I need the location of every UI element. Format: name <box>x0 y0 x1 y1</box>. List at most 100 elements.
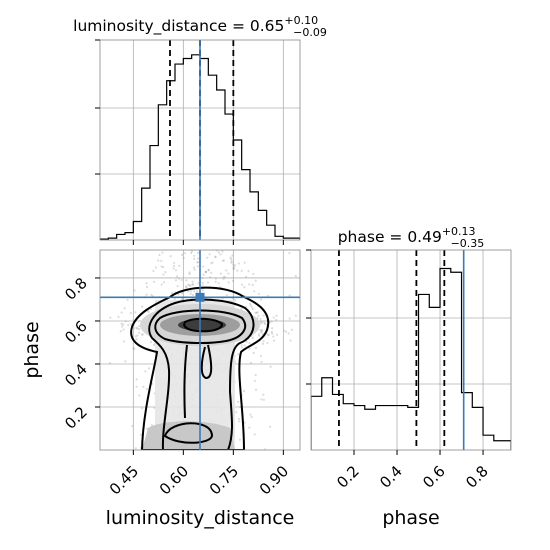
scatter-point <box>254 346 258 349</box>
scatter-point <box>251 336 255 340</box>
scatter-point <box>147 310 150 313</box>
scatter-point <box>141 333 144 337</box>
scatter-point <box>288 294 291 297</box>
axes-frame <box>99 39 301 241</box>
scatter-point <box>266 333 269 336</box>
scatter-point <box>259 322 263 325</box>
scatter-point <box>120 311 123 314</box>
scatter-point <box>266 294 270 297</box>
scatter-point <box>221 259 224 262</box>
x-tick-label: 0.60 <box>156 462 192 498</box>
scatter-point <box>154 266 157 269</box>
scatter-point <box>195 290 199 293</box>
x-tick-label: 0.90 <box>256 462 292 498</box>
scatter-point <box>269 425 272 428</box>
scatter-point <box>254 373 257 377</box>
scatter-point <box>192 266 196 269</box>
title-phase: phase = 0.49+0.13 −0.35 <box>338 225 485 250</box>
scatter-point <box>123 340 126 343</box>
y-axis-label-phase: phase <box>21 321 43 378</box>
scatter-point <box>210 271 213 274</box>
scatter-point <box>162 266 165 269</box>
scatter-point <box>161 251 164 254</box>
scatter-point <box>232 265 236 268</box>
scatter-point <box>208 253 211 256</box>
scatter-point <box>201 281 204 285</box>
scatter-point <box>173 297 176 300</box>
scatter-point <box>196 265 199 268</box>
scatter-point <box>193 257 196 260</box>
scatter-point <box>206 256 209 259</box>
scatter-point <box>204 270 207 274</box>
scatter-point <box>257 292 260 295</box>
scatter-point <box>254 388 258 391</box>
scatter-point <box>201 284 204 287</box>
scatter-point <box>210 262 213 265</box>
scatter-point <box>160 283 163 286</box>
scatter-point <box>252 272 255 276</box>
scatter-point <box>270 330 273 334</box>
title-main: luminosity_distance = 0.65 <box>73 17 284 36</box>
scatter-point <box>270 320 273 323</box>
scatter-point <box>184 285 188 288</box>
scatter-point <box>133 347 136 351</box>
scatter-point <box>134 335 137 338</box>
x-tick-label: 0.8 <box>462 462 492 492</box>
title-sub: −0.35 <box>451 237 485 250</box>
scatter-point <box>149 341 153 344</box>
scatter-point <box>250 416 253 419</box>
scatter-point <box>177 293 180 296</box>
scatter-point <box>285 330 288 333</box>
scatter-point <box>135 385 138 388</box>
scatter-point <box>188 271 191 274</box>
scatter-point <box>129 323 132 326</box>
scatter-point <box>260 360 263 364</box>
scatter-point <box>275 318 278 322</box>
scatter-point <box>238 438 241 441</box>
scatter-point <box>262 393 265 396</box>
scatter-point <box>272 316 275 319</box>
scatter-point <box>189 292 192 296</box>
scatter-point <box>191 283 195 286</box>
scatter-point <box>183 252 187 255</box>
scatter-point <box>191 280 194 283</box>
scatter-point <box>134 311 137 314</box>
scatter-point <box>251 308 255 311</box>
scatter-point <box>249 302 252 305</box>
scatter-point <box>141 332 144 336</box>
scatter-point <box>248 426 251 429</box>
scatter-point <box>188 272 191 276</box>
grid-lines <box>311 250 511 450</box>
scatter-point <box>243 421 246 424</box>
scatter-point <box>231 254 234 257</box>
scatter-point <box>250 306 254 309</box>
scatter-point <box>206 281 210 284</box>
scatter-point <box>191 293 195 297</box>
x-axis-label-luminosity-distance: luminosity_distance <box>106 507 295 529</box>
scatter-point <box>253 290 256 293</box>
scatter-point <box>136 327 139 330</box>
scatter-point <box>177 277 180 280</box>
scatter-point <box>260 330 264 333</box>
scatter-point <box>260 398 263 401</box>
scatter-point <box>263 448 267 450</box>
scatter-point <box>162 281 166 284</box>
scatter-point <box>207 268 210 271</box>
scatter-point <box>145 293 148 296</box>
scatter-point <box>214 255 217 258</box>
scatter-point <box>271 327 274 330</box>
scatter-point <box>124 360 127 363</box>
scatter-point <box>152 269 155 273</box>
panel-joint-density: 0.45 0.60 0.75 0.90 0.2 0.4 0.6 0.8 luminosity_… <box>21 249 301 529</box>
scatter-point <box>138 331 141 334</box>
scatter-point <box>214 277 217 280</box>
scatter-point <box>192 290 196 293</box>
scatter-point <box>135 326 138 329</box>
scatter-point <box>135 337 138 341</box>
scatter-point <box>238 420 241 423</box>
scatter-point <box>150 424 153 427</box>
scatter-point <box>138 328 141 331</box>
scatter-point <box>262 314 265 317</box>
scatter-point <box>209 276 212 279</box>
